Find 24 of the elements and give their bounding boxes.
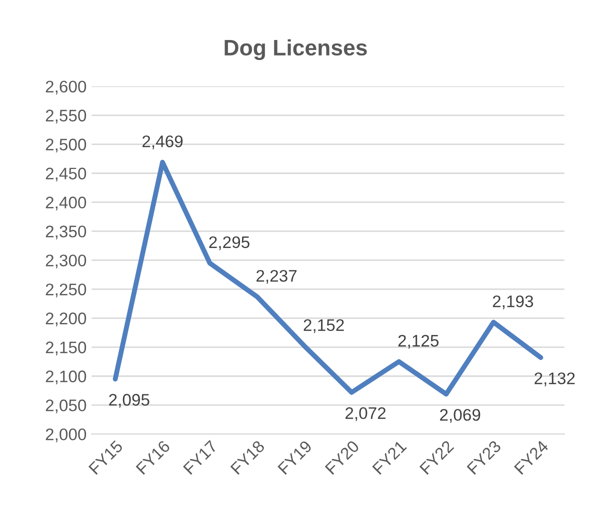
data-label: 2,193 bbox=[492, 295, 534, 310]
data-label: 2,125 bbox=[398, 334, 439, 349]
y-tick-label: 2,600 bbox=[46, 80, 86, 94]
y-tick-label: 2,050 bbox=[46, 400, 86, 414]
data-label: 2,095 bbox=[109, 394, 150, 408]
data-label: 2,152 bbox=[304, 319, 344, 333]
y-tick-label: 2,100 bbox=[46, 370, 86, 384]
data-label: 2,295 bbox=[209, 236, 250, 250]
data-label: 2,132 bbox=[534, 372, 575, 386]
data-label: 2,069 bbox=[440, 408, 480, 423]
y-tick-label: 2,300 bbox=[46, 254, 86, 268]
chart-title: Dog Licenses bbox=[224, 39, 367, 60]
y-tick-label: 2,450 bbox=[46, 168, 86, 182]
y-tick-label: 2,400 bbox=[46, 196, 86, 210]
y-tick-label: 2,000 bbox=[46, 428, 86, 442]
y-tick-label: 2,250 bbox=[46, 284, 86, 298]
y-tick-label: 2,500 bbox=[46, 138, 86, 152]
data-label: 2,072 bbox=[346, 407, 386, 422]
data-label: 2,237 bbox=[256, 270, 297, 284]
y-tick-label: 2,350 bbox=[46, 226, 86, 240]
y-tick-label: 2,150 bbox=[46, 342, 86, 356]
y-tick-label: 2,200 bbox=[46, 312, 86, 326]
data-label: 2,469 bbox=[142, 135, 183, 150]
y-tick-label: 2,550 bbox=[46, 110, 86, 124]
